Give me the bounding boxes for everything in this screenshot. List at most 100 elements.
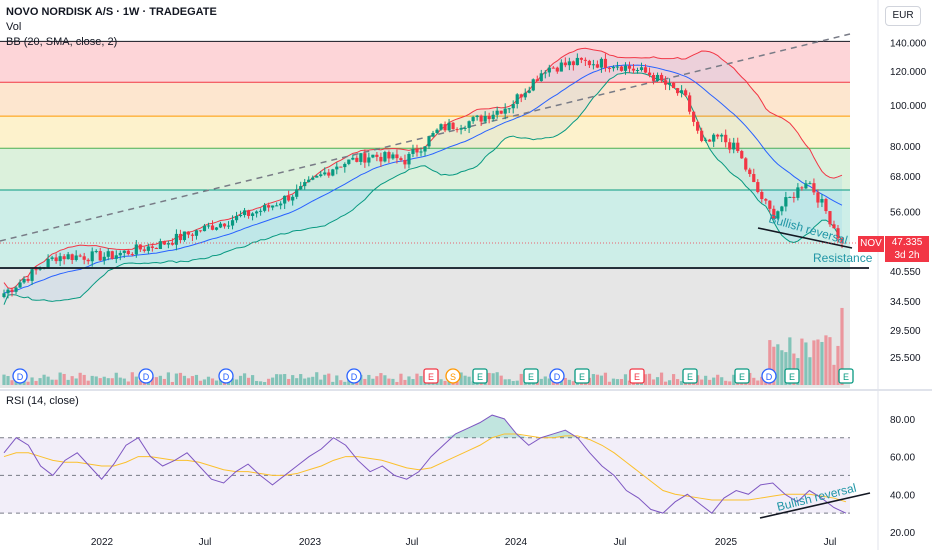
volume-bar xyxy=(90,375,94,385)
volume-bar xyxy=(667,380,672,385)
fib-band xyxy=(0,189,850,269)
time-axis[interactable]: 2022 Jul 2023 Jul 2024 Jul 2025 Jul xyxy=(91,537,837,548)
volume-bar xyxy=(50,379,54,385)
candle-body xyxy=(10,289,14,292)
candle-body xyxy=(435,129,439,133)
volume-bar xyxy=(403,379,407,385)
candle-body xyxy=(583,59,587,61)
candle-body xyxy=(90,251,94,262)
candle-body xyxy=(126,250,130,255)
candle-body xyxy=(327,172,331,176)
volume-bar xyxy=(106,378,110,385)
event-marker-letter: S xyxy=(450,372,456,382)
time-axis-tick: 2023 xyxy=(299,537,322,548)
price-axis[interactable]: 140.000 120.000 100.000 80.000 68.000 56.000 4… xyxy=(890,39,927,364)
volume-bar xyxy=(82,374,86,385)
candle-body xyxy=(198,230,203,232)
candle-body xyxy=(46,258,50,268)
volume-bar xyxy=(708,379,712,385)
candle-body xyxy=(519,94,523,98)
volume-bar xyxy=(2,374,6,385)
candle-body xyxy=(26,278,30,281)
volume-bar xyxy=(275,374,279,385)
candle-body xyxy=(174,233,179,245)
volume-bar xyxy=(206,376,211,385)
candle-body xyxy=(6,289,10,294)
volume-bar xyxy=(86,380,90,385)
candle-body xyxy=(146,246,150,251)
volume-bar xyxy=(595,374,600,385)
volume-bar xyxy=(375,376,379,385)
candle-body xyxy=(752,174,756,183)
volume-bar xyxy=(319,379,323,385)
candle-body xyxy=(263,205,267,211)
candle-body xyxy=(619,66,624,71)
candle-body xyxy=(210,225,215,230)
candle-body xyxy=(22,278,26,283)
currency-label: EUR xyxy=(892,10,914,21)
rsi-axis[interactable]: 80.00 60.00 40.00 20.00 xyxy=(890,415,915,539)
candle-body xyxy=(491,114,495,120)
candle-body xyxy=(242,210,247,215)
dividend-marker xyxy=(761,368,777,384)
candle-body xyxy=(688,95,692,112)
volume-bar xyxy=(780,350,784,385)
rsi-ma-line xyxy=(3,433,847,503)
volume-bar xyxy=(110,378,114,385)
candle-body xyxy=(840,238,844,243)
volume-bar xyxy=(543,376,547,385)
volume-bar xyxy=(547,378,551,385)
volume-bar xyxy=(776,344,780,385)
candle-body xyxy=(543,72,547,74)
price-axis-tick: 56.000 xyxy=(890,208,921,219)
volume-bar xyxy=(287,378,291,385)
candle-body xyxy=(499,110,503,114)
candle-body xyxy=(780,206,784,212)
candlesticks xyxy=(2,53,844,299)
volume-bar xyxy=(571,381,575,385)
volume-bar xyxy=(174,373,179,385)
volume-bar xyxy=(210,378,215,385)
volume-bar xyxy=(295,378,299,385)
currency-button[interactable]: EUR xyxy=(885,6,921,26)
volume-bar xyxy=(768,340,772,385)
candle-body xyxy=(495,110,499,115)
dividend-marker xyxy=(346,368,362,384)
volume-bar xyxy=(238,375,243,385)
candle-body xyxy=(676,88,680,94)
candle-body xyxy=(820,198,824,203)
volume-bar xyxy=(507,379,511,385)
volume-bar xyxy=(627,380,632,385)
candle-body xyxy=(551,67,555,69)
volume-bar xyxy=(134,376,138,385)
candle-body xyxy=(154,247,158,249)
candle-body xyxy=(423,146,427,152)
candle-body xyxy=(671,82,676,89)
candle-body xyxy=(567,61,571,66)
candle-body xyxy=(190,234,195,236)
candle-body xyxy=(70,254,74,260)
volume-bar xyxy=(411,379,415,385)
candle-body xyxy=(319,174,323,177)
candle-body xyxy=(595,64,600,68)
event-marker-letter: E xyxy=(843,372,849,382)
volume-bar xyxy=(607,381,612,385)
event-marker-letter: E xyxy=(789,372,795,382)
price-axis-tick: 68.000 xyxy=(890,172,921,183)
volume-bar xyxy=(379,373,383,385)
candle-body xyxy=(527,90,531,93)
volume-bar xyxy=(62,373,66,385)
candle-body xyxy=(720,134,724,137)
rsi-bullish-trendline xyxy=(759,492,871,519)
volume-bar xyxy=(676,379,680,385)
candle-body xyxy=(515,94,519,104)
candle-body xyxy=(832,224,836,229)
volume-bar xyxy=(315,372,319,385)
volume-bar xyxy=(471,381,475,385)
candle-body xyxy=(371,154,375,158)
candle-body xyxy=(531,79,535,91)
candle-body xyxy=(631,68,636,71)
volume-bar xyxy=(591,374,595,385)
